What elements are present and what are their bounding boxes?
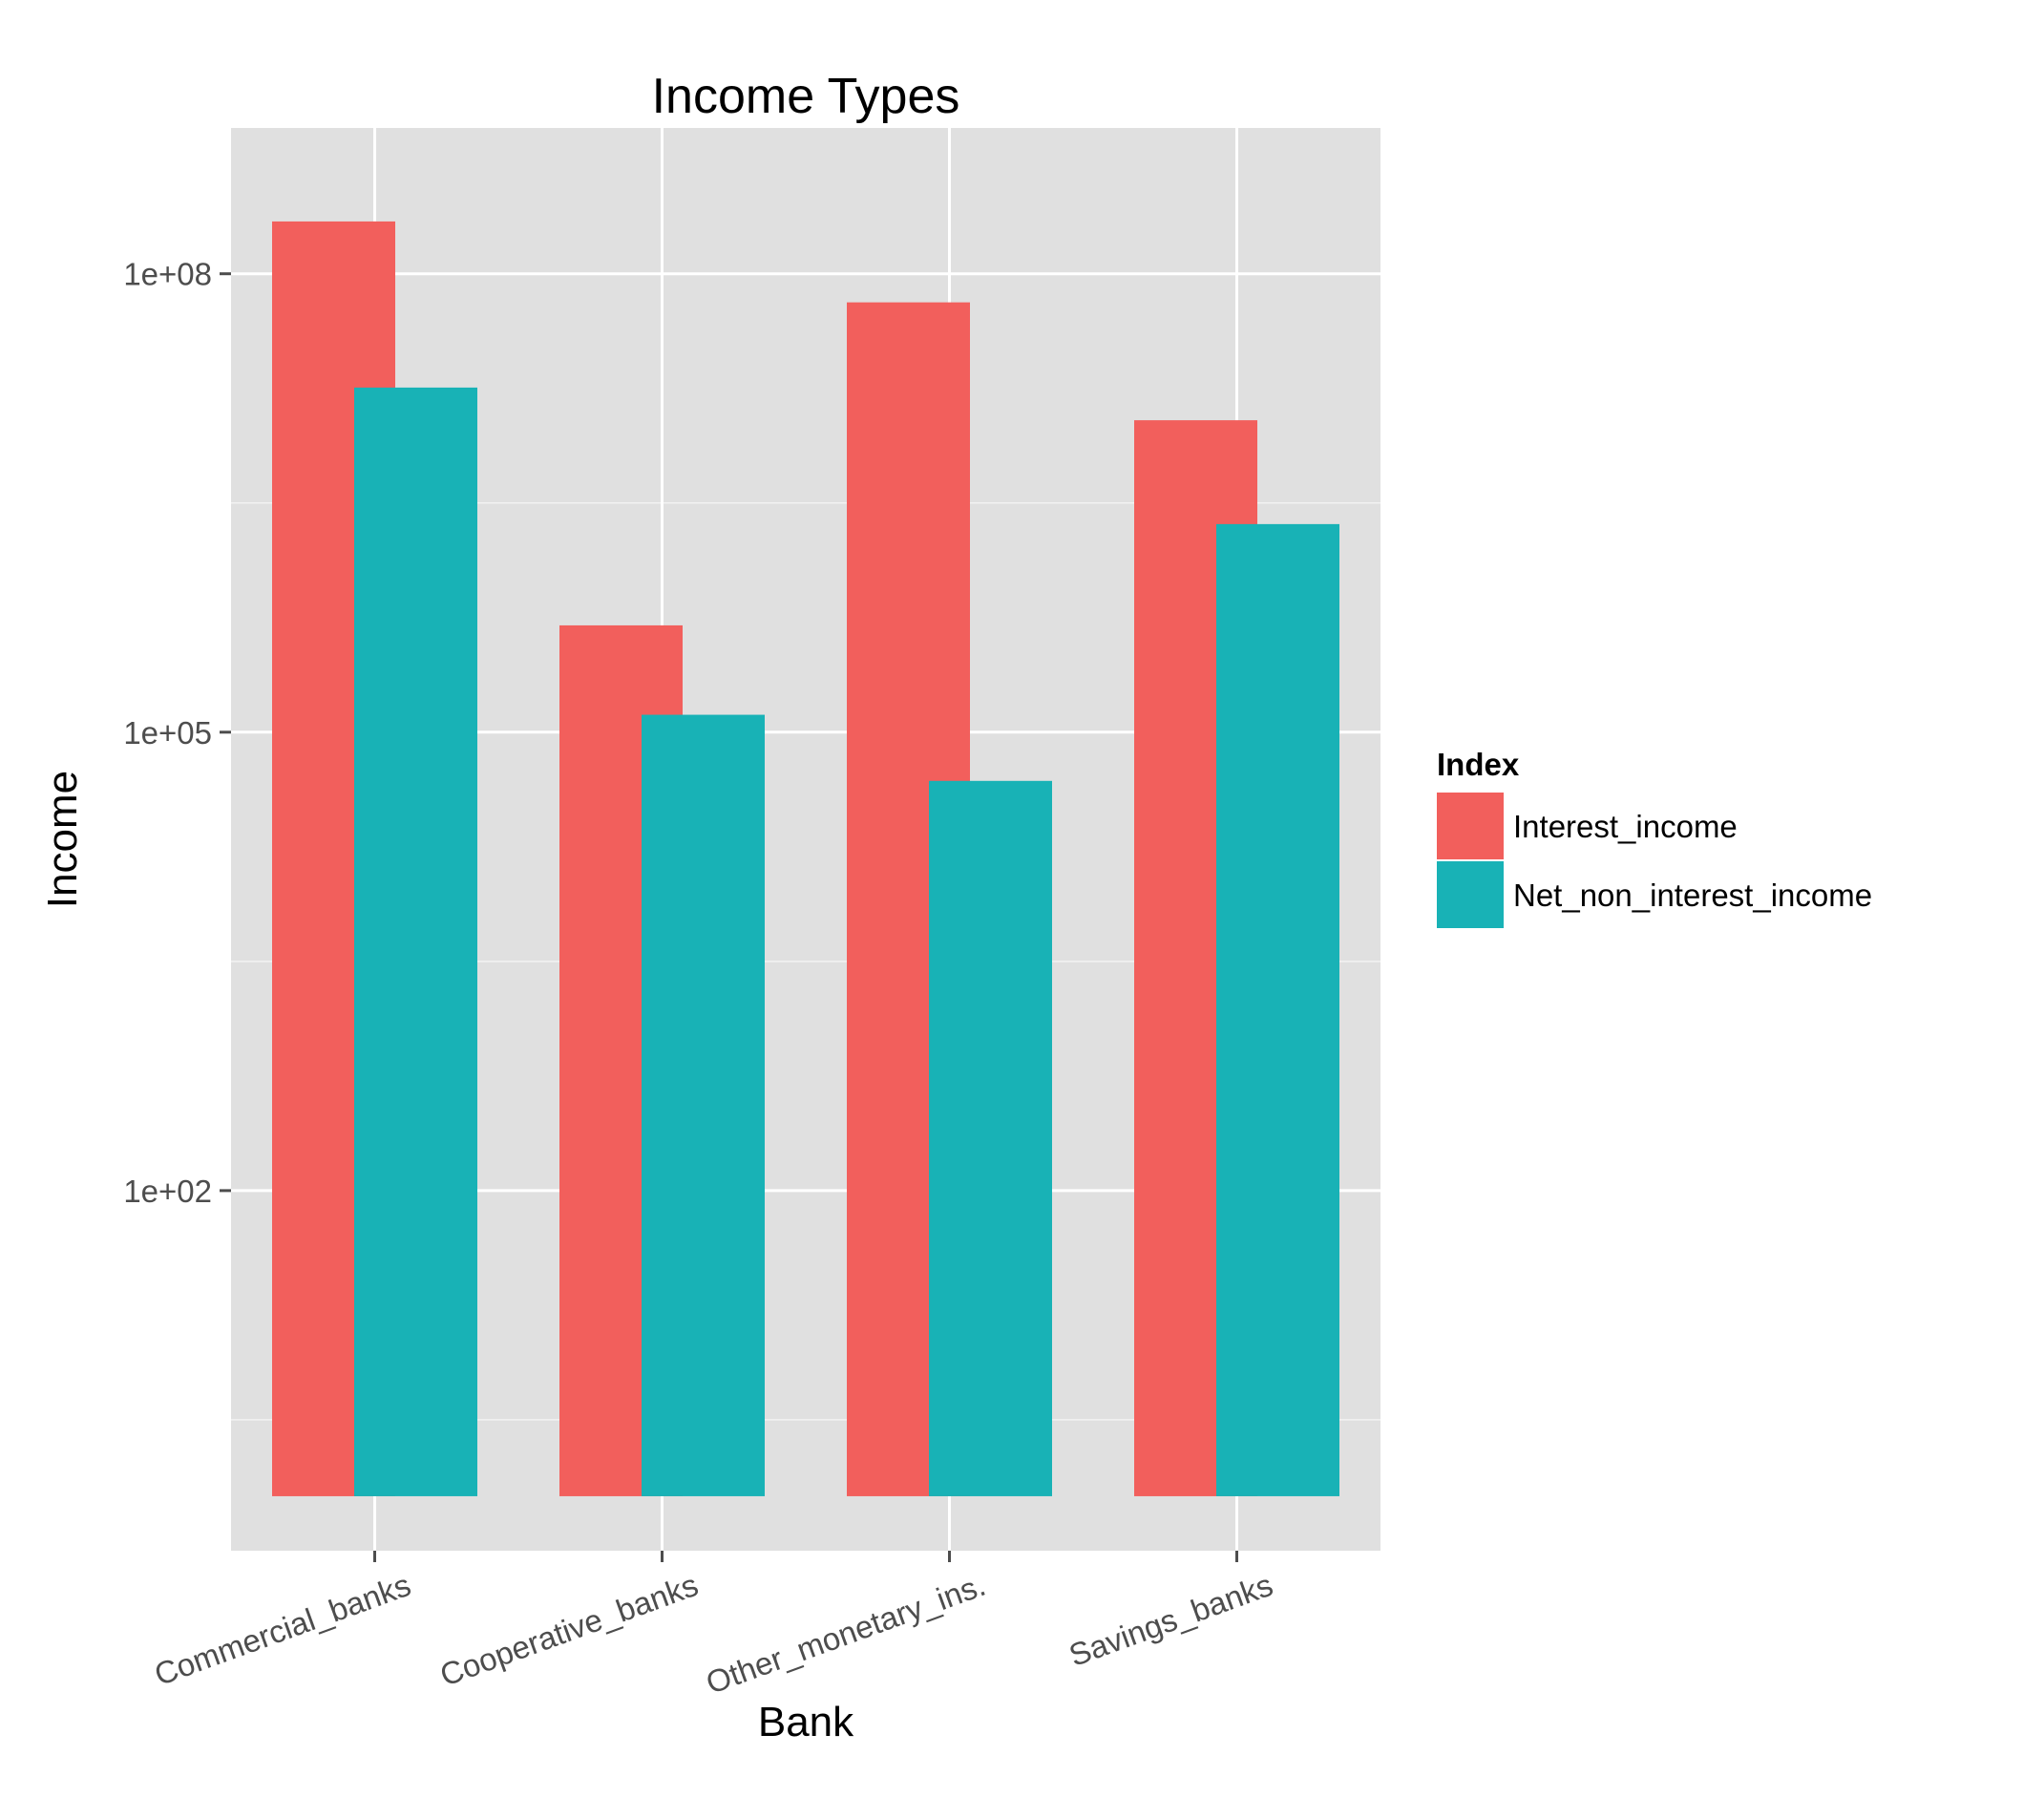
y-tick-label: 1e+05 (123, 715, 212, 751)
chart-title: Income Types (652, 69, 960, 124)
bar-net-non-interest-income (1216, 523, 1339, 1496)
y-tick-label: 1e+08 (123, 257, 212, 292)
x-tick-label: Other_monetary_ins. (702, 1567, 990, 1701)
y-axis-title: Income (39, 771, 86, 908)
legend-title: Index (1437, 747, 1520, 782)
legend-label: Interest_income (1513, 809, 1738, 844)
x-axis-title: Bank (758, 1699, 854, 1745)
bar-net-non-interest-income (354, 387, 477, 1496)
x-tick-label: Savings_banks (1064, 1567, 1277, 1673)
x-tick-label: Commercial_banks (150, 1567, 415, 1692)
legend-label: Net_non_interest_income (1513, 878, 1872, 913)
bar-net-non-interest-income (642, 714, 765, 1496)
legend: Index Interest_income Net_non_interest_in… (1437, 747, 1872, 928)
bar-net-non-interest-income (929, 780, 1052, 1496)
legend-swatch (1437, 861, 1504, 928)
x-tick-label: Cooperative_banks (435, 1567, 703, 1693)
y-tick-label: 1e+02 (123, 1174, 212, 1209)
legend-swatch (1437, 793, 1504, 859)
